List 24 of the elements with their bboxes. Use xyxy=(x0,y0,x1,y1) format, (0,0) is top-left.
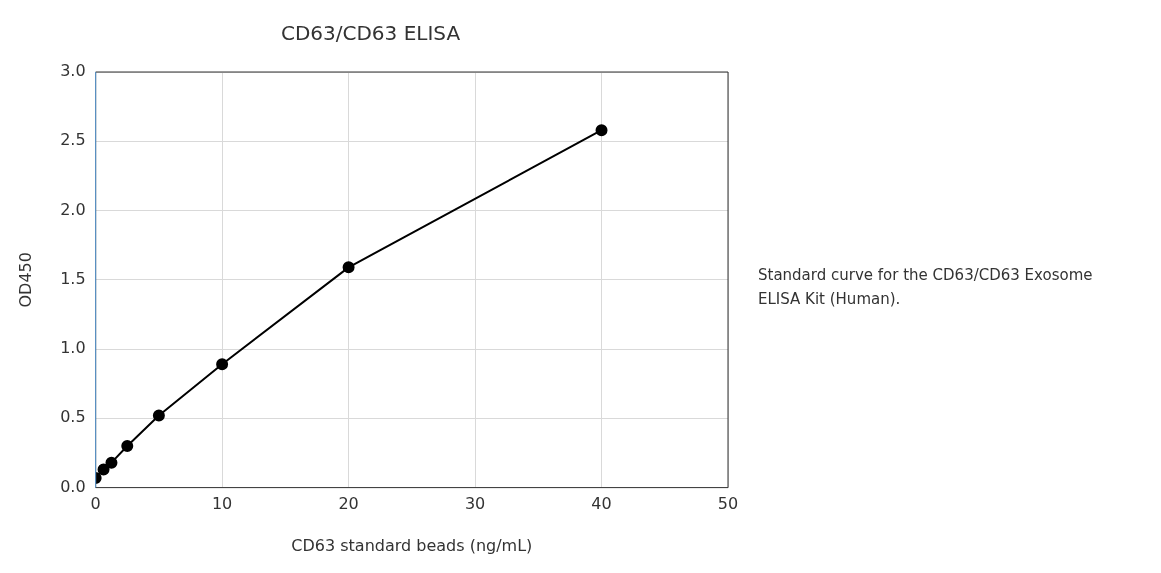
y-tick-label: 1.5 xyxy=(60,268,86,288)
y-tick-label: 3.0 xyxy=(60,61,86,81)
x-tick-label: 40 xyxy=(591,494,612,514)
point xyxy=(216,358,229,371)
y-axis-title: OD450 xyxy=(15,252,35,308)
x-tick-label: 20 xyxy=(338,494,359,514)
y-tick-label: 2.5 xyxy=(60,130,86,150)
text: Standard curve for the CD63/CD63 Exosome ELISA Kit (Human). xyxy=(758,264,1094,310)
x-tick-label: 0 xyxy=(90,494,101,514)
point xyxy=(105,456,118,469)
y-tick-label: 2.0 xyxy=(60,199,86,219)
point xyxy=(97,463,110,476)
point xyxy=(342,261,355,274)
y-tick-label: 1.0 xyxy=(60,338,86,358)
point xyxy=(595,124,608,137)
y-tick-label: 0.5 xyxy=(60,407,86,427)
x-tick-label: 50 xyxy=(717,494,739,514)
x-axis-title: CD63 standard beads (ng/mL) xyxy=(291,535,533,555)
x-tick-label: 10 xyxy=(211,494,233,514)
point xyxy=(152,409,165,422)
point xyxy=(121,440,134,453)
y-tick-label: 0.0 xyxy=(60,476,86,496)
x-tick-label: 30 xyxy=(464,494,486,514)
chart-title: CD63/CD63 ELISA xyxy=(280,21,461,46)
